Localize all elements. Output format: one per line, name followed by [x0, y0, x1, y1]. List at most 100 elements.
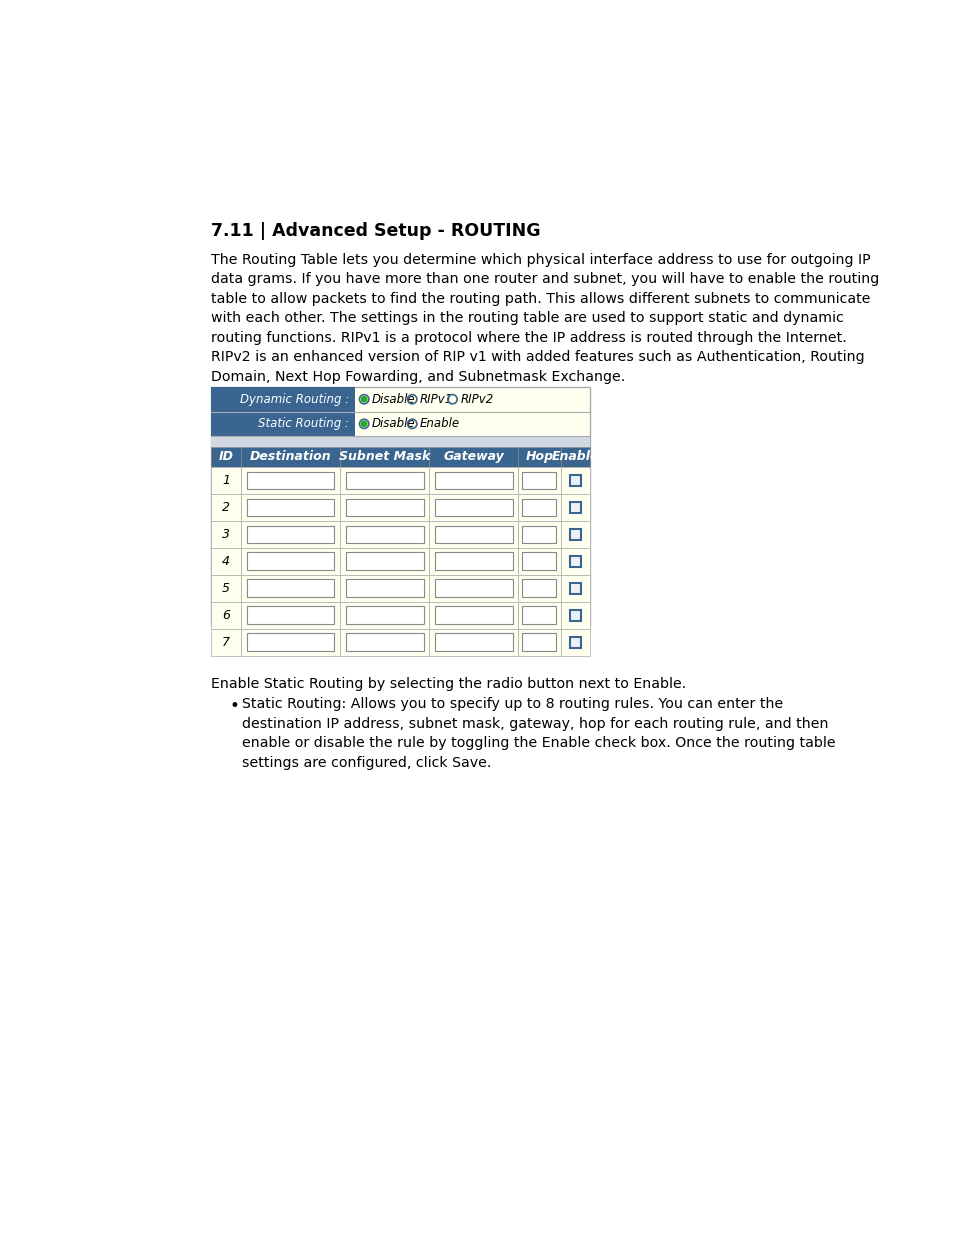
Bar [435, 634, 513, 651]
Bar [521, 526, 556, 543]
Bar [340, 447, 429, 467]
Bar [560, 548, 590, 574]
Text: 5: 5 [222, 582, 230, 595]
Bar [429, 447, 517, 467]
Bar [247, 579, 334, 597]
Text: 4: 4 [222, 555, 230, 568]
Bar [247, 499, 334, 516]
Bar [560, 467, 590, 494]
Bar [570, 475, 580, 485]
Bar [560, 574, 590, 601]
Bar [345, 579, 423, 597]
Text: Disable: Disable [372, 393, 416, 406]
Bar [241, 601, 340, 629]
Bar [429, 548, 517, 574]
Bar [241, 548, 340, 574]
Bar [435, 472, 513, 489]
Text: Enable: Enable [552, 451, 598, 463]
Bar [517, 601, 560, 629]
Text: 1: 1 [222, 474, 230, 487]
Bar [517, 629, 560, 656]
Text: 3: 3 [222, 527, 230, 541]
Text: Dynamic Routing :: Dynamic Routing : [240, 393, 349, 406]
Text: Subnet Mask: Subnet Mask [338, 451, 430, 463]
Bar [247, 634, 334, 651]
Bar [517, 574, 560, 601]
Circle shape [361, 421, 367, 426]
Bar [241, 467, 340, 494]
Bar [521, 472, 556, 489]
Bar [429, 521, 517, 548]
Bar [212, 387, 355, 411]
Bar [570, 610, 580, 621]
Text: The Routing Table lets you determine which physical interface address to use for: The Routing Table lets you determine whi… [212, 253, 879, 384]
Bar [340, 548, 429, 574]
Bar [521, 634, 556, 651]
Bar [345, 472, 423, 489]
Text: Enable Static Routing by selecting the radio button next to Enable.: Enable Static Routing by selecting the r… [212, 677, 686, 692]
Bar [340, 467, 429, 494]
Bar [212, 411, 355, 436]
Bar [521, 552, 556, 571]
Text: Static Routing: Allows you to specify up to 8 routing rules. You can enter the
d: Static Routing: Allows you to specify up… [241, 698, 835, 769]
Bar [570, 637, 580, 647]
Text: Gateway: Gateway [443, 451, 503, 463]
Bar [429, 629, 517, 656]
Bar [247, 606, 334, 624]
Text: Destination: Destination [250, 451, 331, 463]
Bar [212, 548, 241, 574]
Text: 7.11 | Advanced Setup - ROUTING: 7.11 | Advanced Setup - ROUTING [212, 222, 540, 240]
Bar [212, 629, 241, 656]
Bar [570, 556, 580, 567]
Bar [435, 526, 513, 543]
Bar [435, 552, 513, 571]
Bar [345, 552, 423, 571]
Bar [521, 579, 556, 597]
Bar [212, 494, 241, 521]
Bar [517, 548, 560, 574]
Bar [570, 529, 580, 540]
Bar [340, 521, 429, 548]
Bar [560, 629, 590, 656]
Bar [212, 574, 241, 601]
Bar [345, 606, 423, 624]
Text: RIPv2: RIPv2 [459, 393, 493, 406]
Bar [340, 494, 429, 521]
Bar [517, 447, 560, 467]
Text: 6: 6 [222, 609, 230, 621]
Bar [212, 387, 590, 626]
Bar [517, 467, 560, 494]
Bar [247, 552, 334, 571]
Bar [247, 472, 334, 489]
Text: Static Routing :: Static Routing : [258, 417, 349, 430]
Bar [521, 499, 556, 516]
Bar [435, 579, 513, 597]
Bar [560, 601, 590, 629]
Circle shape [361, 396, 367, 401]
Bar [435, 499, 513, 516]
Text: RIPv1: RIPv1 [419, 393, 453, 406]
Bar [517, 521, 560, 548]
Text: •: • [229, 698, 239, 715]
Text: Hop: Hop [525, 451, 553, 463]
Bar [429, 494, 517, 521]
Bar [560, 494, 590, 521]
Bar [345, 526, 423, 543]
Bar [345, 499, 423, 516]
Bar [521, 606, 556, 624]
Bar [212, 436, 590, 447]
Text: Disable: Disable [372, 417, 416, 430]
Bar [340, 601, 429, 629]
Bar [345, 634, 423, 651]
Bar [241, 447, 340, 467]
Bar [517, 494, 560, 521]
Bar [435, 606, 513, 624]
Text: ID: ID [218, 451, 233, 463]
Bar [570, 501, 580, 513]
Bar [340, 629, 429, 656]
Bar [247, 526, 334, 543]
Bar [340, 574, 429, 601]
Bar [212, 447, 241, 467]
Bar [241, 629, 340, 656]
Bar [429, 601, 517, 629]
